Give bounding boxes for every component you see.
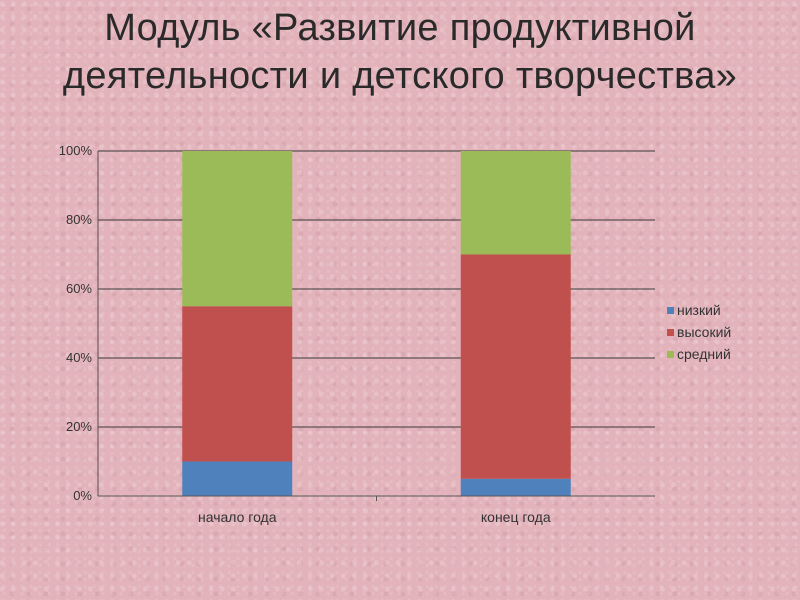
x-category-label: конец года [481, 509, 551, 525]
legend-label: низкий [677, 302, 721, 318]
y-tick-label: 40% [66, 350, 92, 365]
legend-swatch [667, 351, 674, 358]
y-tick-label: 100% [59, 143, 93, 158]
legend-swatch [667, 329, 674, 336]
x-axis-categories: начало года конец года [198, 509, 551, 525]
bar-segment-средний [460, 151, 571, 255]
x-category-label: начало года [198, 509, 277, 525]
y-tick-label: 60% [66, 281, 92, 296]
y-tick-label: 0% [73, 488, 92, 503]
page-title: Модуль «Развитие продуктивной деятельнос… [62, 7, 738, 97]
bar-segment-высокий [182, 306, 293, 462]
bar-segment-средний [182, 151, 293, 307]
legend-label: средний [677, 346, 731, 362]
bar-segment-низкий [182, 461, 293, 496]
legend-swatch [667, 307, 674, 314]
legend: низкий высокий средний [667, 302, 731, 362]
legend-label: высокий [677, 324, 731, 340]
gridlines [97, 150, 655, 501]
bars [98, 151, 655, 497]
y-axis-ticks: 0% 20% 40% 60% 80% 100% [59, 143, 93, 503]
y-tick-label: 20% [66, 419, 92, 434]
y-tick-label: 80% [66, 212, 92, 227]
bar-segment-высокий [460, 254, 571, 479]
bar-segment-низкий [460, 478, 571, 496]
